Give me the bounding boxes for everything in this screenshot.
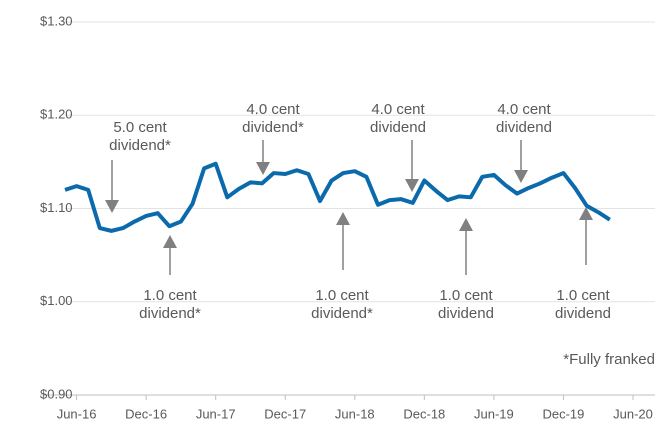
x-tick-label: Dec-17: [264, 406, 306, 421]
annotation-text: 1.0 cent: [556, 287, 610, 304]
annotation-text: dividend*: [139, 305, 201, 322]
arrow-head: [579, 207, 593, 220]
annotation-text: dividend*: [311, 305, 373, 322]
x-tick-label: Dec-19: [542, 406, 584, 421]
annotation-text: dividend: [555, 305, 611, 322]
annotation-text: dividend*: [242, 119, 304, 136]
annotation-text: 4.0 cent: [246, 101, 300, 118]
annotation-text: 1.0 cent: [143, 287, 197, 304]
x-tick-label: Dec-18: [403, 406, 445, 421]
annotation-text: dividend: [438, 305, 494, 322]
x-tick-label: Jun-17: [196, 406, 236, 421]
x-tick-label: Jun-19: [474, 406, 514, 421]
y-tick-label: $0.90: [40, 386, 73, 401]
arrow-head: [256, 162, 270, 175]
annotation-text: 1.0 cent: [439, 287, 493, 304]
annotation-text: dividend*: [109, 137, 171, 154]
y-tick-label: $1.20: [40, 107, 73, 122]
annotation-text: 1.0 cent: [315, 287, 369, 304]
x-tick-label: Dec-16: [125, 406, 167, 421]
annotation-text: 4.0 cent: [497, 101, 551, 118]
y-tick-label: $1.00: [40, 293, 73, 308]
y-tick-label: $1.30: [40, 13, 73, 28]
annotation-text: 4.0 cent: [371, 101, 425, 118]
annotation-text: dividend: [496, 119, 552, 136]
footnote: *Fully franked: [563, 351, 655, 368]
x-tick-label: Jun-18: [335, 406, 375, 421]
x-tick-label: Jun-20: [613, 406, 653, 421]
annotation-text: dividend: [370, 119, 426, 136]
y-tick-label: $1.10: [40, 200, 73, 215]
annotation-text: 5.0 cent: [113, 119, 167, 136]
arrow-head: [514, 170, 528, 183]
arrow-head: [163, 235, 177, 248]
arrow-head: [105, 200, 119, 213]
price-line: [64, 161, 611, 233]
arrow-head: [459, 218, 473, 231]
arrow-head: [336, 212, 350, 225]
x-tick-label: Jun-16: [57, 406, 97, 421]
arrow-head: [405, 179, 419, 192]
